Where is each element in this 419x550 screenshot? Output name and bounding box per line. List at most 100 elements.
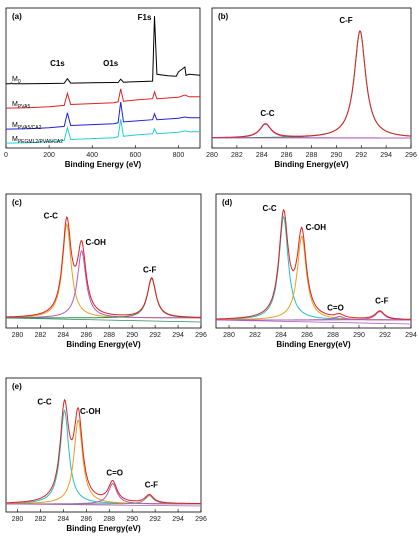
peak-label: C-OH bbox=[85, 238, 106, 247]
series-label-sub: PEGML2/PVA5/CA2 bbox=[18, 139, 63, 145]
series-label: MPEGML2/PVA5/CA2 bbox=[12, 136, 63, 145]
fit-component bbox=[212, 30, 412, 139]
x-tick-label: 294 bbox=[380, 152, 392, 159]
series-label: MPVA5 bbox=[12, 101, 30, 110]
x-tick-label: 288 bbox=[306, 152, 318, 159]
peak-label: C-OH bbox=[306, 223, 327, 232]
x-tick-label: 800 bbox=[173, 152, 185, 159]
fit-component bbox=[216, 311, 412, 321]
peak-label: C-C bbox=[44, 211, 58, 220]
x-tick-label: 290 bbox=[126, 516, 138, 523]
series-label: MPVA5/CA2 bbox=[12, 122, 42, 131]
x-axis-label: Binding Energy(eV) bbox=[274, 160, 349, 169]
panel-e: (e) 280 282 284 286 288 290 292 294 296 Binding En… bbox=[5, 377, 207, 533]
peak-label: C-C bbox=[260, 109, 274, 118]
x-tick-label: 284 bbox=[58, 516, 70, 523]
series-label-sub: PVA5 bbox=[18, 104, 31, 110]
baseline bbox=[216, 319, 411, 325]
x-tick-label: 294 bbox=[405, 332, 417, 339]
x-axis-label: Binding Energy(eV) bbox=[276, 340, 351, 349]
fit-component bbox=[6, 408, 201, 505]
x-tick-label: 280 bbox=[223, 332, 235, 339]
x-tick-label: 286 bbox=[80, 516, 92, 523]
x-tick-label: 282 bbox=[35, 332, 47, 339]
x-tick-label: 600 bbox=[129, 152, 141, 159]
peak-label: C-C bbox=[37, 397, 51, 406]
peak-label: C-OH bbox=[80, 407, 101, 416]
x-tick-label: 280 bbox=[206, 152, 218, 159]
x-tick-label: 286 bbox=[80, 332, 92, 339]
x-tick-label: 0 bbox=[4, 152, 8, 159]
panel-d: (d) 280 282 284 286 288 290 292 294 Binding Energ… bbox=[215, 193, 417, 349]
peak-label: O1s bbox=[103, 59, 119, 68]
x-tick-label: 292 bbox=[149, 516, 161, 523]
fit-envelope bbox=[216, 208, 411, 320]
x-tick-label: 282 bbox=[35, 516, 47, 523]
peak-label: C1s bbox=[50, 59, 65, 68]
fit-envelope bbox=[6, 398, 201, 505]
x-tick-label: 288 bbox=[103, 332, 115, 339]
plot-frame bbox=[5, 7, 201, 149]
peak-label: C-C bbox=[262, 204, 276, 213]
panel-b: (b) 280 282 284 286 288 290 292 294 296 Binding En… bbox=[206, 7, 417, 169]
fit-component bbox=[6, 249, 201, 319]
x-tick-label: 280 bbox=[12, 332, 24, 339]
x-tick-label: 286 bbox=[301, 332, 313, 339]
series-label-sub: 0 bbox=[18, 79, 21, 85]
panel-label: (e) bbox=[12, 382, 22, 391]
series-line bbox=[6, 16, 201, 85]
x-tick-label: 286 bbox=[281, 152, 293, 159]
panel-label: (b) bbox=[218, 12, 229, 21]
x-tick-label: 284 bbox=[58, 332, 70, 339]
x-tick-label: 296 bbox=[195, 332, 207, 339]
baseline bbox=[6, 503, 201, 507]
fit-envelope bbox=[5, 215, 201, 318]
x-axis-label: Binding Energy(eV) bbox=[66, 340, 141, 349]
x-tick-label: 288 bbox=[327, 332, 339, 339]
series-label: M0 bbox=[12, 76, 21, 85]
plot-frame bbox=[215, 193, 412, 329]
x-tick-label: 292 bbox=[149, 332, 161, 339]
x-tick-label: 294 bbox=[172, 332, 184, 339]
fit-envelope bbox=[212, 30, 412, 138]
x-tick-label: 296 bbox=[405, 152, 417, 159]
series-label-sub: PVA5/CA2 bbox=[18, 125, 42, 131]
panel-label: (d) bbox=[222, 198, 233, 207]
x-tick-label: 282 bbox=[249, 332, 261, 339]
fit-component bbox=[216, 235, 411, 321]
peak-label: C-F bbox=[145, 481, 158, 490]
panel-a: (a) 0 200 400 600 800 Binding Energy (eV) M0 MPV… bbox=[4, 7, 201, 169]
x-tick-label: 294 bbox=[172, 516, 184, 523]
x-axis-label: Binding Energy(eV) bbox=[66, 524, 141, 533]
plot-frame bbox=[5, 193, 202, 329]
series-line bbox=[5, 119, 200, 144]
x-tick-label: 290 bbox=[126, 332, 138, 339]
series-line bbox=[5, 102, 200, 130]
panel-label: (a) bbox=[12, 12, 22, 21]
peak-label: C-F bbox=[339, 16, 352, 25]
plot-frame bbox=[5, 377, 202, 513]
x-tick-label: 292 bbox=[379, 332, 391, 339]
panel-label: (c) bbox=[12, 198, 22, 207]
peak-label: C-F bbox=[375, 297, 388, 306]
peak-label: C=O bbox=[106, 469, 123, 478]
x-tick-label: 290 bbox=[353, 332, 365, 339]
x-tick-label: 284 bbox=[275, 332, 287, 339]
x-tick-label: 288 bbox=[103, 516, 115, 523]
x-tick-label: 290 bbox=[331, 152, 343, 159]
panel-c: (c) 280 282 284 286 288 290 292 294 296 Binding En… bbox=[5, 193, 207, 349]
x-tick-label: 200 bbox=[43, 152, 55, 159]
fit-component bbox=[6, 419, 202, 505]
series-line bbox=[5, 88, 200, 109]
x-axis-label: Binding Energy (eV) bbox=[65, 160, 142, 169]
baseline bbox=[6, 317, 201, 323]
peak-label: C-F bbox=[143, 265, 156, 274]
x-tick-label: 292 bbox=[355, 152, 367, 159]
x-tick-label: 400 bbox=[86, 152, 98, 159]
x-tick-label: 296 bbox=[195, 516, 207, 523]
x-tick-label: 280 bbox=[12, 516, 24, 523]
x-tick-label: 282 bbox=[231, 152, 243, 159]
x-tick-label: 284 bbox=[256, 152, 268, 159]
peak-label: F1s bbox=[138, 13, 152, 22]
